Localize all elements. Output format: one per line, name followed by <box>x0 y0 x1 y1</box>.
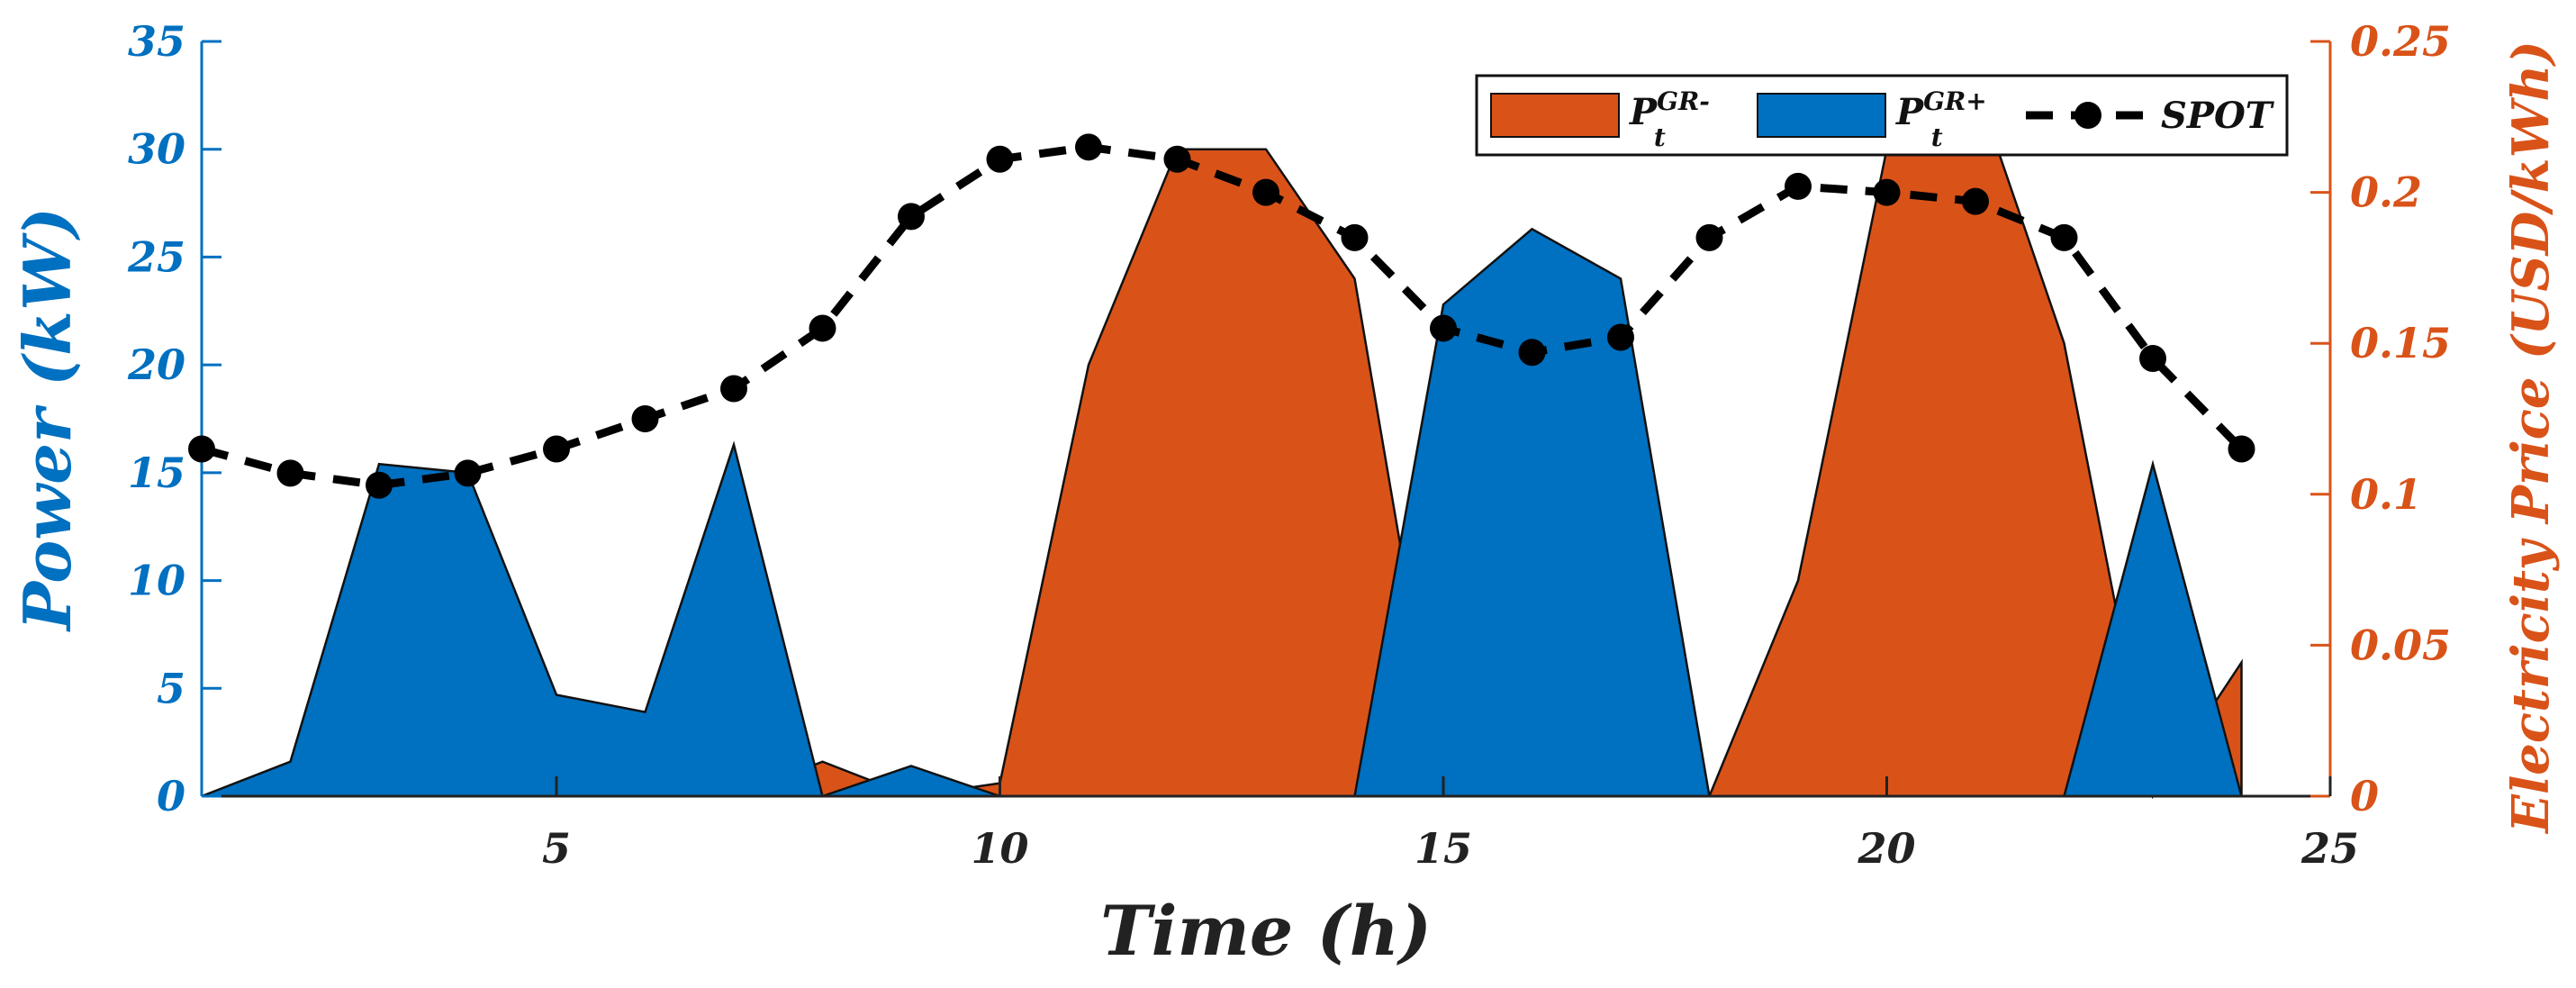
axes-layer: 0 5 10 15 20 25 30 35 0 0.05 0.1 0.15 0.2 0.25 5 10 15 20… <box>127 17 2451 873</box>
spot-price-line <box>200 142 2245 490</box>
spot-price-point <box>1873 178 1901 206</box>
spot-price-point <box>1252 178 1279 206</box>
spot-price-point <box>543 435 570 463</box>
spot-price-point <box>631 405 659 432</box>
legend-item-spot-label: SPOT <box>2161 95 2275 137</box>
spot-price-point <box>809 314 836 342</box>
legend: PGR-t PGR+ t SPOT <box>1475 74 2289 157</box>
x-axis-label: Time (h) <box>1100 891 1432 971</box>
y-tick-left-label: 35 <box>128 17 185 66</box>
spot-price-point <box>1695 223 1723 251</box>
y-tick-left-label: 5 <box>157 664 185 712</box>
spot-price-point <box>366 471 393 499</box>
y-tick-right-label: 0.05 <box>2350 621 2451 669</box>
y-tick-left-label: 25 <box>127 232 185 281</box>
legend-item-gr-minus-label: PGR-t <box>1629 86 1710 152</box>
spot-price-point <box>188 435 215 463</box>
spot-price-point <box>1607 323 1634 351</box>
y-tick-left-label: 15 <box>128 449 185 497</box>
spot-price-point <box>2050 223 2078 251</box>
y-tick-left-label: 20 <box>127 340 185 389</box>
legend-item-gr-minus-swatch <box>1490 93 1620 138</box>
spot-price-point <box>2228 435 2255 463</box>
y-tick-right-label: 0 <box>2350 772 2379 820</box>
spot-price-point <box>276 459 304 487</box>
y-tick-right-label: 0.25 <box>2350 17 2451 66</box>
spot-price-point <box>1785 172 1812 200</box>
y-tick-left-label: 0 <box>157 772 185 820</box>
y-tick-left-label: 30 <box>128 125 185 174</box>
y-axis-label-left: Power (kW) <box>9 207 86 632</box>
legend-item-gr-plus-label: PGR+ t <box>1895 86 1987 152</box>
x-tick-label: 25 <box>2300 824 2359 873</box>
y-tick-right-label: 0.1 <box>2350 470 2422 519</box>
spot-price-point <box>986 145 1014 173</box>
x-tick-label: 15 <box>1415 824 1472 873</box>
spot-price-point <box>898 203 925 231</box>
x-tick-label: 20 <box>1857 824 1915 873</box>
legend-item-gr-plus-swatch <box>1757 93 1886 138</box>
y-axis-label-right: Electricity Price (USD/kWh) <box>2501 41 2561 834</box>
y-tick-left-label: 10 <box>128 557 185 605</box>
spot-price-point <box>1518 339 1546 367</box>
spot-line-layer <box>188 133 2255 499</box>
y-tick-right-label: 0.15 <box>2350 319 2451 367</box>
x-tick-label: 10 <box>971 824 1028 873</box>
x-tick-label: 5 <box>542 824 571 873</box>
spot-price-point <box>1430 314 1457 342</box>
y-tick-right-label: 0.2 <box>2350 168 2422 217</box>
spot-price-point <box>1341 223 1369 251</box>
area-series-layer <box>201 82 2244 800</box>
spot-price-point <box>2139 344 2166 372</box>
spot-price-point <box>1075 133 1102 161</box>
spot-price-point <box>454 459 482 487</box>
spot-price-point <box>1962 187 1989 215</box>
spot-price-point <box>720 375 747 403</box>
legend-item-spot-marker <box>2074 102 2101 129</box>
spot-price-point <box>1163 145 1191 173</box>
